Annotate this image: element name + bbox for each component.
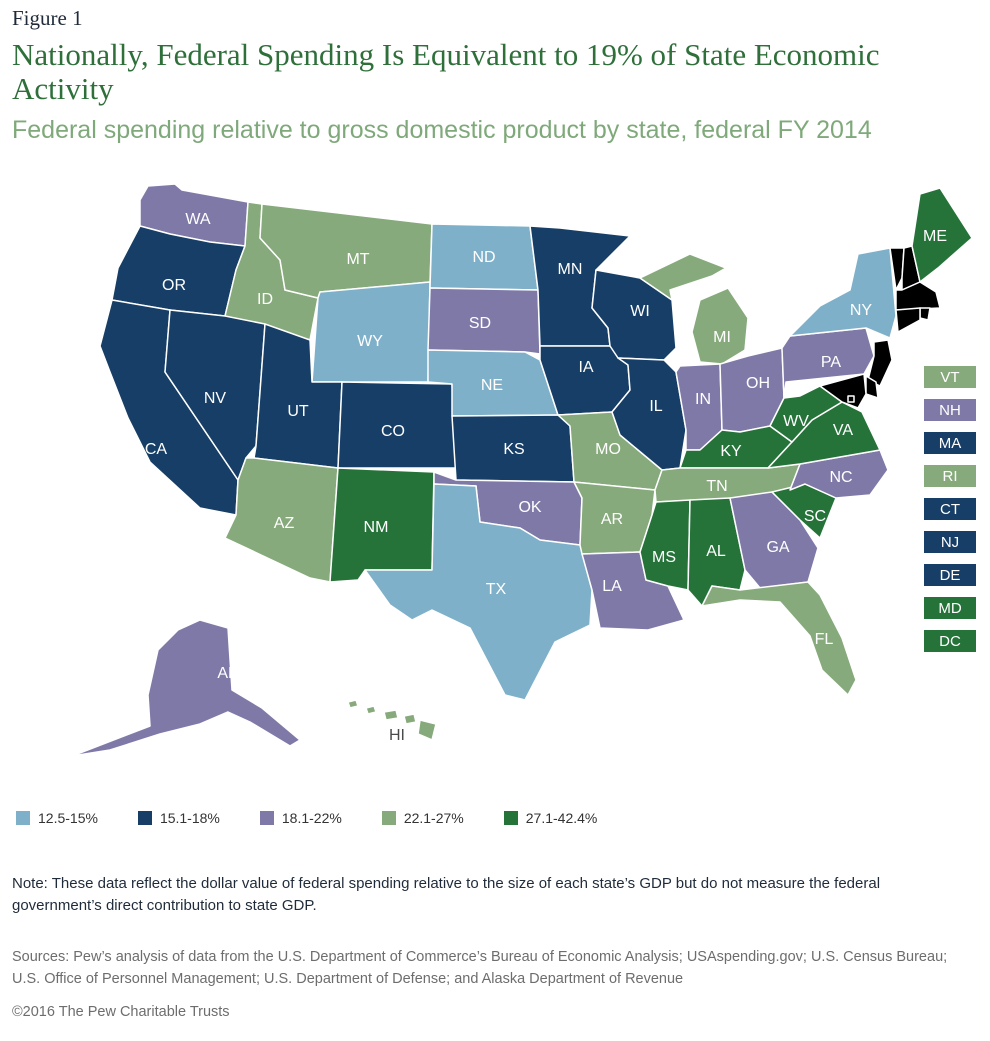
label-MN: MN	[558, 261, 583, 278]
label-ID: ID	[257, 291, 273, 308]
label-WA: WA	[185, 211, 211, 228]
label-AZ: AZ	[274, 515, 295, 532]
legend-swatch	[503, 811, 518, 825]
legend-swatch	[137, 811, 152, 825]
label-CA: CA	[145, 441, 168, 458]
label-LA: LA	[602, 578, 622, 595]
label-ND: ND	[472, 249, 495, 266]
state-RI[interactable]	[919, 307, 931, 321]
label-FL: FL	[815, 631, 834, 648]
label-ME: ME	[923, 228, 947, 245]
state-MI[interactable]	[639, 253, 749, 365]
callout-MD[interactable]: MD	[924, 597, 976, 619]
label-AL: AL	[706, 543, 726, 560]
legend-label: 22.1-27%	[403, 810, 464, 826]
label-CO: CO	[381, 423, 405, 440]
legend-swatch	[16, 811, 30, 825]
state-IL[interactable]	[611, 357, 687, 471]
legend-label: 27.1-42.4%	[525, 810, 598, 826]
label-KS: KS	[503, 441, 524, 458]
label-IN: IN	[695, 391, 711, 408]
chart-title: Nationally, Federal Spending Is Equivale…	[12, 37, 880, 106]
callout-NJ[interactable]: NJ	[924, 531, 976, 553]
figure-label: Figure 1	[12, 6, 83, 30]
state-NV[interactable]	[164, 309, 266, 481]
label-IA: IA	[578, 359, 593, 376]
label-NC: NC	[829, 469, 852, 486]
label-NY: NY	[850, 302, 873, 319]
callout-VT[interactable]: VT	[924, 366, 976, 388]
label-OK: OK	[518, 499, 541, 516]
label-NM: NM	[364, 519, 389, 536]
label-PA: PA	[821, 354, 841, 371]
label-TX: TX	[486, 581, 507, 598]
legend-swatch	[381, 811, 396, 825]
label-IL: IL	[649, 398, 662, 415]
state-NJ[interactable]	[867, 339, 893, 387]
state-FL[interactable]	[701, 581, 857, 696]
label-WV: WV	[783, 413, 809, 430]
label-TN: TN	[706, 478, 727, 495]
label-NE: NE	[481, 377, 503, 394]
state-AK[interactable]	[71, 619, 301, 757]
label-AR: AR	[601, 511, 623, 528]
label-HI: HI	[389, 727, 405, 744]
label-WI: WI	[630, 303, 650, 320]
state-MS[interactable]	[639, 499, 691, 591]
legend-item: 15.1-18%	[137, 810, 220, 826]
label-KY: KY	[720, 443, 742, 460]
legend-label: 12.5-15%	[38, 810, 98, 826]
label-UT: UT	[287, 403, 309, 420]
label-NV: NV	[204, 390, 227, 407]
label-AK: AK	[217, 665, 239, 682]
state-CT[interactable]	[895, 307, 921, 333]
label-SC: SC	[804, 508, 826, 525]
copyright: ©2016 The Pew Charitable Trusts	[12, 1004, 230, 1020]
map-note: Note: These data reflect the dollar valu…	[12, 875, 881, 914]
legend-item: 27.1-42.4%	[503, 810, 598, 826]
callout-CT[interactable]: CT	[924, 498, 976, 520]
label-SD: SD	[469, 315, 491, 332]
label-MO: MO	[595, 441, 621, 458]
label-MI: MI	[713, 329, 731, 346]
label-VA: VA	[833, 422, 853, 439]
state-DC[interactable]	[847, 395, 855, 403]
label-MT: MT	[346, 251, 369, 268]
state-SD[interactable]	[427, 287, 541, 355]
callout-NH[interactable]: NH	[924, 399, 976, 421]
legend-item: 12.5-15%	[16, 810, 98, 826]
small-state-callouts: VT NH MA RI CT NJ DE MD DC	[924, 366, 976, 663]
callout-DE[interactable]: DE	[924, 564, 976, 586]
legend-swatch	[259, 811, 274, 825]
callout-RI[interactable]: RI	[924, 465, 976, 487]
legend-item: 18.1-22%	[259, 810, 342, 826]
label-MS: MS	[652, 549, 676, 566]
map-legend: 12.5-15% 15.1-18% 18.1-22% 22.1-27% 27.1…	[16, 810, 637, 826]
state-WY[interactable]	[311, 281, 431, 383]
state-TX[interactable]	[364, 483, 593, 701]
state-NY[interactable]	[789, 247, 897, 339]
map-sources: Sources: Pew’s analysis of data from the…	[12, 949, 948, 987]
callout-MA[interactable]: MA	[924, 432, 976, 454]
legend-item: 22.1-27%	[381, 810, 464, 826]
label-WY: WY	[357, 333, 383, 350]
state-labels: WA OR CA ID NV MT WY UT AZ CO NM ND SD N…	[145, 211, 947, 744]
us-choropleth-map: WA OR CA ID NV MT WY UT AZ CO NM ND SD N…	[71, 183, 973, 757]
label-OH: OH	[746, 375, 770, 392]
legend-label: 18.1-22%	[281, 810, 342, 826]
state-HI[interactable]	[347, 699, 437, 741]
chart-subtitle: Federal spending relative to gross domes…	[12, 116, 872, 144]
legend-label: 15.1-18%	[159, 810, 220, 826]
label-OR: OR	[162, 277, 186, 294]
label-GA: GA	[766, 539, 789, 556]
callout-DC[interactable]: DC	[924, 630, 976, 652]
